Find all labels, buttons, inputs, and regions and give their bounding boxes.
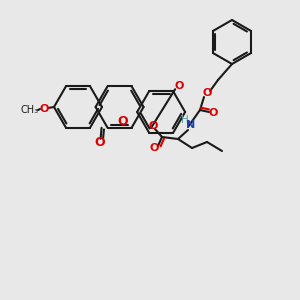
Text: O: O bbox=[148, 121, 158, 131]
Text: O: O bbox=[175, 81, 184, 91]
Text: O: O bbox=[39, 104, 49, 114]
Text: O: O bbox=[117, 116, 128, 128]
Text: N: N bbox=[186, 120, 196, 130]
Text: O: O bbox=[149, 143, 159, 153]
Text: CH₃: CH₃ bbox=[21, 105, 39, 115]
Text: O: O bbox=[208, 108, 218, 118]
Text: H: H bbox=[181, 115, 189, 125]
Text: O: O bbox=[202, 88, 212, 98]
Text: O: O bbox=[94, 136, 105, 149]
